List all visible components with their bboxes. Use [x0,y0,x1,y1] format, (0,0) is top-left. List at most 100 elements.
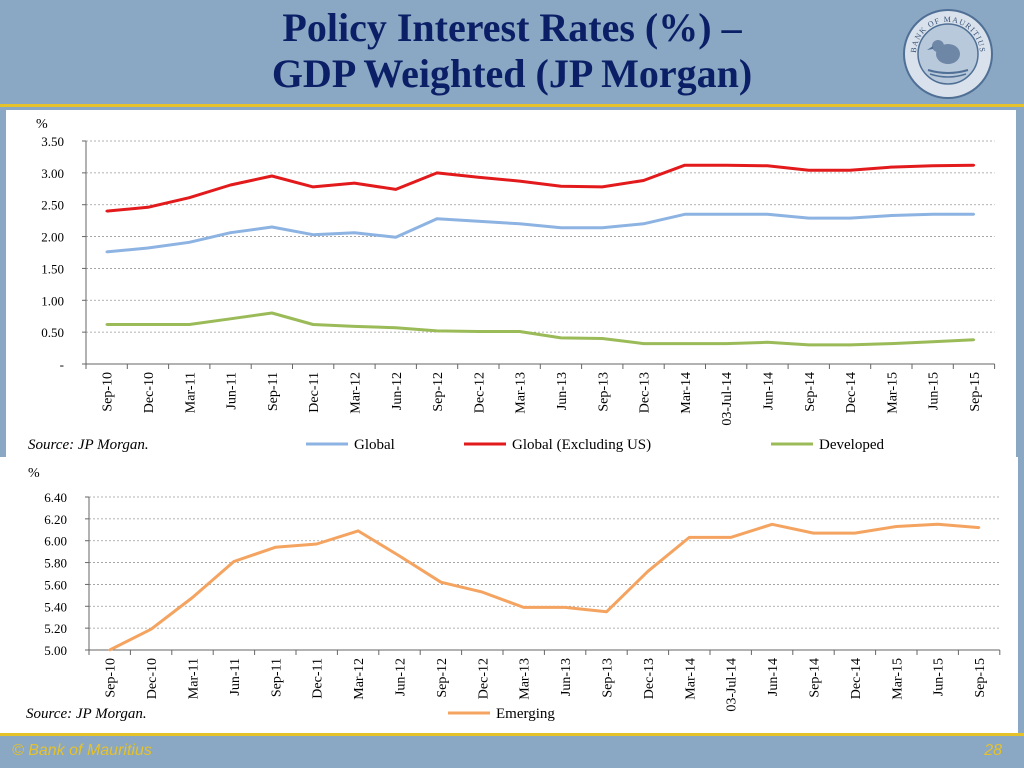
x-tick-label: Jun-15 [927,372,942,410]
data-point [683,164,687,167]
y-tick-label: 1.00 [41,293,64,308]
data-point [931,164,934,168]
data-point [977,526,981,529]
series-line-emerging [109,522,980,652]
data-point [270,174,274,178]
data-point [729,536,732,539]
data-point [394,188,397,191]
legend-label: Emerging [496,706,555,722]
x-tick-label: Jun-13 [559,658,574,696]
x-tick-label: Dec-11 [311,658,326,699]
bank-of-mauritius-seal-logo: BANK OF MAURITIUS [903,9,993,99]
data-point [105,250,108,254]
y-tick-label: 2.50 [41,198,64,213]
data-point [146,246,150,250]
data-point [229,317,232,320]
data-point [274,546,277,549]
data-point [766,164,769,168]
data-point [683,342,687,345]
data-point [642,222,645,226]
y-unit-label: % [28,466,40,481]
x-tick-label: 03-Jul-14 [720,372,735,426]
y-tick-label: 2.00 [41,230,64,245]
data-point [601,337,604,340]
data-point [601,185,604,189]
data-point [394,326,397,329]
data-point [890,214,893,217]
data-point [642,342,645,345]
data-point [807,343,810,347]
data-point [683,213,687,216]
series-line-global [106,212,974,254]
x-tick-label: 03-Jul-14 [725,658,740,712]
data-point [439,581,443,584]
x-tick-label: Mar-11 [187,658,202,699]
data-point [105,323,108,326]
x-tick-label: Sep-13 [601,658,616,698]
footer-divider [0,733,1024,736]
data-point [770,523,774,526]
data-point [518,330,521,333]
data-point [724,342,728,345]
data-point [149,628,153,631]
x-tick-label: Sep-11 [266,372,281,411]
y-tick-label: 3.50 [41,134,64,149]
x-tick-label: Sep-14 [803,372,818,412]
y-tick-label: 5.60 [44,577,67,592]
data-point [724,164,728,167]
y-tick-label: - [60,357,64,372]
copyright-text: © Bank of Mauritius [12,742,152,759]
data-point [191,596,194,599]
data-point [477,330,480,333]
data-point [605,610,608,613]
data-point [108,648,111,652]
data-point [563,606,567,609]
source-note: Source: JP Morgan. [26,706,147,722]
x-tick-label: Mar-14 [683,658,698,700]
data-point [146,323,150,326]
data-point [435,171,439,175]
data-point [522,606,525,609]
data-point [601,226,604,229]
data-point [353,325,356,328]
y-tick-label: 5.00 [44,643,67,658]
y-tick-label: 5.20 [44,621,67,636]
policy-rates-line-chart: % - 0.50 1.00 1.50 2.00 2.50 3.00 3.50 Sep-10 Dec-… [28,117,996,453]
x-tick-label: Jun-13 [555,372,570,410]
data-point [311,185,315,189]
legend-label: Developed [819,437,884,453]
data-point [435,217,439,220]
x-tick-label: Dec-12 [476,658,491,699]
data-point [646,570,650,573]
x-tick-label: Mar-12 [348,372,363,414]
data-point [188,196,191,199]
title-divider [0,104,1024,107]
data-point [353,231,356,234]
legend-label: Global [354,437,395,453]
y-unit-label: % [36,117,48,132]
data-point [936,523,939,526]
y-tick-label: 6.20 [44,512,67,527]
slide-title-line-1: Policy Interest Rates (%) – [282,5,742,50]
data-point [315,542,318,546]
data-point [972,338,976,341]
x-tick-label: Dec-11 [307,372,322,413]
series-line-developed [106,311,974,347]
x-tick-label: Sep-15 [968,372,983,412]
x-tick-label: Sep-12 [435,658,450,698]
x-tick-label: Mar-13 [514,372,529,414]
x-tick-label: Sep-12 [431,372,446,412]
x-tick-label: Jun-12 [390,372,405,410]
x-tick-label: Jun-15 [932,658,947,696]
series-line-global-excluding-us [106,163,974,213]
x-tick-label: Jun-12 [394,658,409,696]
data-point [931,340,934,343]
data-point [890,342,893,345]
data-point [146,206,150,209]
x-tick-label: Sep-11 [269,658,284,697]
data-point [766,341,769,344]
data-point [398,554,401,558]
y-tick-label: 3.00 [41,166,64,181]
x-tick-label: Mar-12 [352,658,367,700]
data-point [848,216,852,220]
